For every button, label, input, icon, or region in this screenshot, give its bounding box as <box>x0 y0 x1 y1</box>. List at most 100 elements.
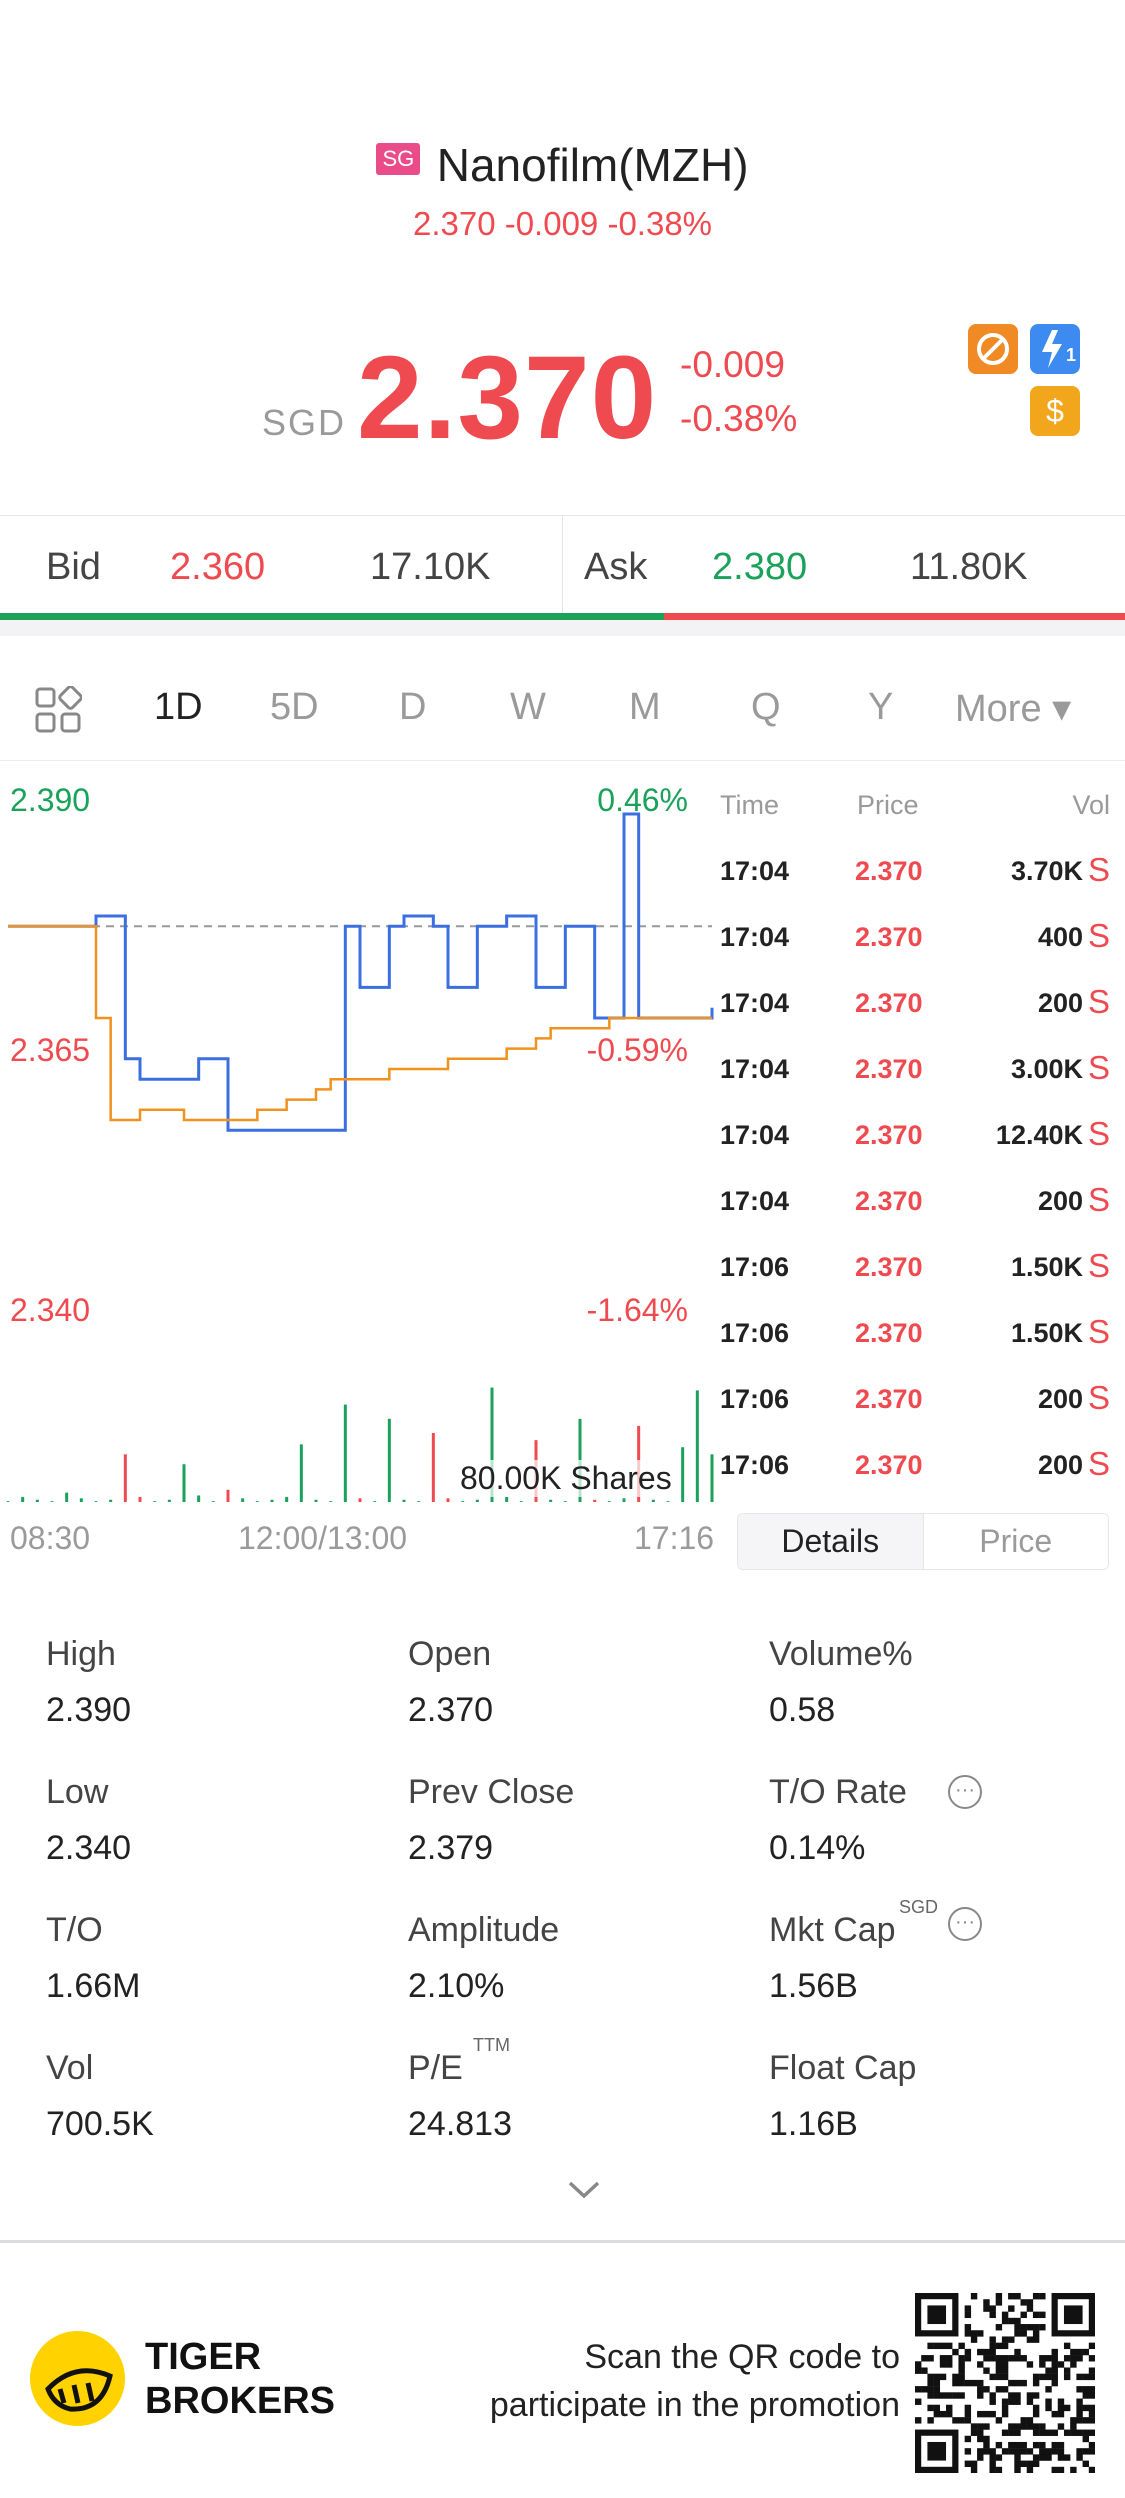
qr-module <box>1020 2379 1027 2387</box>
qr-module <box>1045 2404 1052 2412</box>
qr-module <box>1088 2342 1095 2350</box>
chart-layout-icon[interactable] <box>34 686 82 734</box>
flash-trade-icon[interactable]: 1 <box>1030 324 1080 374</box>
qr-module <box>995 2355 1003 2362</box>
qr-module <box>1008 2305 1015 2312</box>
price-toggle-button[interactable]: Price <box>922 1514 1108 1569</box>
pct-axis-top: 0.46% <box>597 782 688 818</box>
tab-1d[interactable]: 1D <box>154 686 203 728</box>
qr-module <box>1082 2460 1089 2467</box>
volume-bar <box>299 1444 303 1504</box>
no-short-icon[interactable] <box>968 324 1018 374</box>
qr-module <box>1001 2410 1009 2418</box>
qr-module <box>946 2392 953 2399</box>
qr-module <box>946 2342 953 2350</box>
qr-module <box>1057 2410 1065 2418</box>
qr-module <box>1020 2330 1027 2337</box>
qr-module <box>958 2392 965 2399</box>
qr-module <box>1020 2311 1027 2319</box>
ask-strength-bar <box>663 613 1125 621</box>
qr-module <box>1076 2454 1083 2461</box>
qr-module <box>958 2367 965 2374</box>
qr-module <box>1070 2429 1077 2436</box>
qr-module <box>946 2410 953 2418</box>
qr-module <box>1088 2386 1095 2393</box>
volume-bar <box>123 1454 127 1504</box>
qr-module <box>1088 2367 1095 2374</box>
qr-module <box>1020 2423 1027 2430</box>
tab-d[interactable]: D <box>399 686 427 728</box>
tick-side: S <box>1087 917 1110 954</box>
promo-qr-code[interactable] <box>915 2293 1095 2473</box>
tick-price: 2.370 <box>855 1318 923 1348</box>
qr-module <box>1020 2448 1027 2455</box>
tab-more[interactable]: More ▾ <box>955 688 1072 730</box>
volume-bar <box>373 1501 377 1504</box>
to-rate-info-icon[interactable]: ··· <box>948 1775 982 1809</box>
details-toggle-button[interactable]: Details <box>738 1514 923 1569</box>
qr-module <box>927 2392 934 2399</box>
qr-module <box>1014 2324 1021 2331</box>
volume-bar <box>490 1387 494 1504</box>
qr-module <box>1039 2293 1046 2300</box>
tick-volume: 3.70K <box>1010 856 1083 886</box>
tab-m[interactable]: M <box>629 686 661 728</box>
qr-module <box>1045 2367 1052 2374</box>
qr-module <box>989 2336 996 2343</box>
dollar-icon[interactable]: $ <box>1030 386 1080 436</box>
tick-volume: 200 <box>1037 1384 1083 1414</box>
qr-module <box>1039 2361 1046 2368</box>
qr-module <box>1057 2448 1065 2455</box>
qr-module <box>989 2355 996 2362</box>
qr-module <box>983 2423 990 2430</box>
volume-bar <box>255 1501 259 1504</box>
qr-module <box>1032 2293 1040 2300</box>
qr-module <box>977 2330 984 2337</box>
qr-module <box>1051 2367 1058 2374</box>
volume-bar <box>182 1464 186 1504</box>
tick-row: 17:06 2.370 200 S <box>715 1379 1115 1450</box>
tick-side: S <box>1087 983 1110 1020</box>
volume-bar <box>607 1501 611 1504</box>
qr-module <box>989 2311 996 2319</box>
tick-time: 17:04 <box>720 988 790 1018</box>
tab-q[interactable]: Q <box>751 686 781 728</box>
qr-module <box>1051 2373 1058 2381</box>
qr-module <box>983 2348 990 2356</box>
sub-quote: 2.370 -0.009 -0.38% <box>412 205 713 242</box>
volume-bar <box>666 1501 670 1504</box>
qr-module <box>1014 2392 1021 2399</box>
qr-finder <box>927 2305 947 2325</box>
qr-module <box>1051 2379 1058 2387</box>
tab-5d[interactable]: 5D <box>270 686 319 728</box>
tab-y[interactable]: Y <box>868 686 894 728</box>
qr-module <box>1008 2317 1015 2325</box>
intraday-chart[interactable]: 2.390 2.365 2.340 0.46% -0.59% -1.64% 80… <box>0 762 720 1504</box>
qr-module <box>1008 2392 1015 2399</box>
qr-module <box>1001 2336 1009 2343</box>
volume-bar <box>475 1499 479 1504</box>
mkt-cap-info-icon[interactable]: ··· <box>948 1907 982 1941</box>
tab-w[interactable]: W <box>510 686 546 728</box>
tick-time: 17:04 <box>720 922 790 952</box>
change-stack: -0.009 -0.38% <box>680 338 797 446</box>
qr-module <box>1001 2311 1009 2319</box>
volume-bar <box>138 1496 142 1504</box>
qr-module <box>1088 2417 1095 2424</box>
qr-module <box>1082 2448 1089 2455</box>
chevron-down-icon[interactable] <box>566 2178 602 2202</box>
volume-bar <box>211 1501 215 1504</box>
qr-module <box>958 2342 965 2350</box>
qr-module <box>1063 2373 1071 2381</box>
stats-grid: High 2.390 Open 2.370 Volume% 0.58 Low 2.340 Pre… <box>0 1610 1125 2230</box>
volume-bar <box>153 1501 157 1504</box>
flash-trade-level: 1 <box>1065 345 1076 365</box>
tick-time: 17:06 <box>720 1450 790 1480</box>
qr-module <box>958 2379 965 2387</box>
ask-size: 11.80K <box>910 546 1028 588</box>
time-axis-mid: 12:00/13:00 <box>238 1520 408 1556</box>
stat-value: 2.10% <box>408 1967 505 2005</box>
qr-module <box>933 2404 941 2412</box>
stat-label: Mkt Cap <box>769 1911 896 1949</box>
stat-value: 24.813 <box>408 2105 512 2143</box>
